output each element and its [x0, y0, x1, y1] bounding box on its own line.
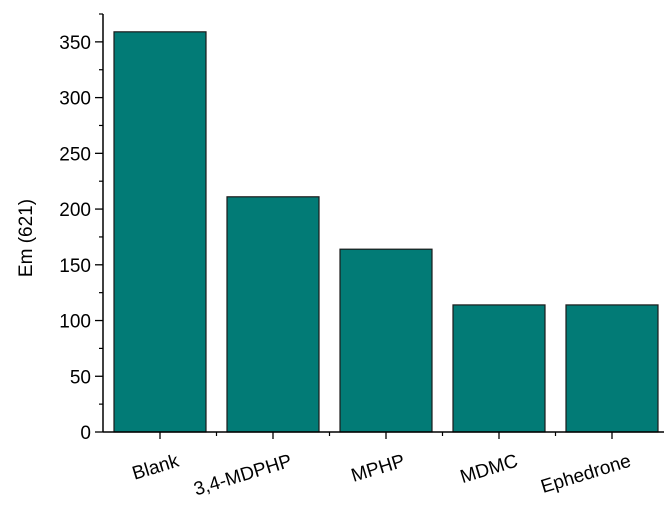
y-tick-label: 300 [59, 89, 91, 110]
y-tick-label: 100 [59, 312, 91, 333]
bar-3-4-mdphp [226, 196, 320, 433]
bar-mdmc [452, 304, 546, 433]
bar-ephedrone [565, 304, 659, 433]
y-axis-title: Em (621) [16, 199, 37, 277]
x-axis: Blank 3,4-MDPHP MPHP MDMC Ephedrone [103, 431, 664, 501]
y-tick-label: 0 [80, 423, 91, 444]
y-tick-label: 200 [59, 200, 91, 221]
y-tick-label: 250 [59, 144, 91, 165]
bar-mphp [339, 248, 433, 433]
x-tick-label: MDMC [458, 451, 521, 488]
y-axis: 0 50 100 150 200 250 300 350 [59, 13, 104, 444]
y-tick-label: 50 [70, 367, 91, 388]
x-tick-label: Blank [130, 451, 182, 485]
x-tick-label: MPHP [349, 451, 408, 487]
bar-blank [113, 31, 207, 433]
y-tick-label: 150 [59, 256, 91, 277]
x-tick-label: Ephedrone [538, 451, 633, 498]
y-tick-label: 350 [59, 33, 91, 54]
bars-group [113, 31, 659, 433]
x-tick-label: 3,4-MDPHP [191, 451, 294, 501]
